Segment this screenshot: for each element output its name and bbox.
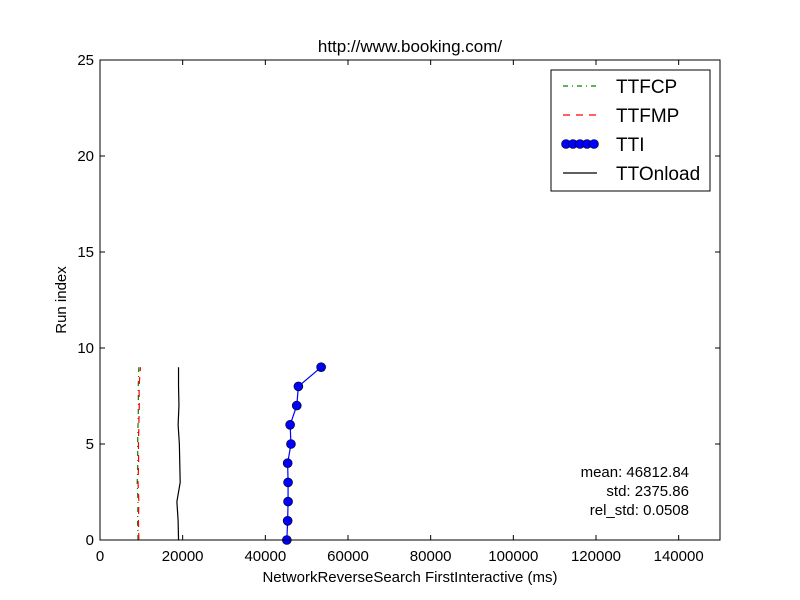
- stats-box: mean: 46812.84 std: 2375.86 rel_std: 0.0…: [581, 464, 689, 519]
- legend-entry-ttfmp: TTFMP: [563, 106, 679, 127]
- x-tick-label: 60000: [327, 548, 369, 565]
- x-tick-label: 0: [96, 548, 104, 565]
- y-axis: 0 5 10 15 20 25: [77, 52, 720, 549]
- x-axis-label: NetworkReverseSearch FirstInteractive (m…: [262, 569, 557, 586]
- legend-marker-tti: [589, 139, 599, 149]
- x-tick-label: 20000: [162, 548, 204, 565]
- y-tick-label: 25: [77, 52, 94, 69]
- stat-std: std: 2375.86: [606, 483, 689, 500]
- series-line-ttfcp: [136, 367, 140, 541]
- y-tick-label: 20: [77, 148, 94, 165]
- legend-label-tti: TTI: [616, 135, 645, 156]
- x-tick-label: 120000: [571, 548, 621, 565]
- data-point-tti: [286, 439, 296, 449]
- data-point-tti: [285, 419, 295, 430]
- legend-entries: TTFCP TTFMP TTI TTOnload: [561, 77, 700, 185]
- y-tick-label: 15: [77, 244, 94, 261]
- legend-label-ttfcp: TTFCP: [616, 77, 677, 98]
- data-point-tti: [283, 477, 293, 488]
- plot-frame: [99, 59, 721, 541]
- legend: TTFCP TTFMP TTI TTOnload: [550, 69, 711, 192]
- series-line-tti: [286, 366, 322, 541]
- chart-title: http://www.booking.com/: [318, 37, 503, 56]
- legend-box: [550, 69, 711, 192]
- y-tick-label: 0: [86, 532, 94, 549]
- series-line-ttfmp: [137, 367, 142, 541]
- legend-label-ttonload: TTOnload: [616, 164, 700, 185]
- series-layer: [136, 362, 326, 545]
- x-tick-label: 80000: [410, 548, 452, 565]
- x-tick-label: 140000: [654, 548, 704, 565]
- data-point-tti: [283, 496, 293, 507]
- data-point-tti: [293, 381, 304, 392]
- data-point-tti: [291, 400, 302, 411]
- y-tick-label: 10: [77, 340, 94, 357]
- series-line-ttonload: [176, 367, 181, 541]
- stat-mean: mean: 46812.84: [581, 464, 689, 481]
- legend-entry-ttonload: TTOnload: [563, 164, 700, 185]
- data-point-tti: [282, 515, 293, 526]
- data-point-tti: [316, 362, 326, 373]
- legend-entry-ttfcp: TTFCP: [563, 77, 677, 98]
- legend-label-ttfmp: TTFMP: [616, 106, 679, 127]
- x-axis: 0 20000 40000 60000 80000 100000 120000 140000: [96, 60, 704, 565]
- data-point-tti: [282, 458, 293, 469]
- x-tick-label: 40000: [244, 548, 286, 565]
- y-tick-label: 5: [86, 436, 94, 453]
- legend-entry-tti: TTI: [561, 135, 645, 156]
- x-tick-label: 100000: [488, 548, 538, 565]
- y-axis-label: Run index: [53, 266, 70, 334]
- stat-rel-std: rel_std: 0.0508: [590, 502, 689, 519]
